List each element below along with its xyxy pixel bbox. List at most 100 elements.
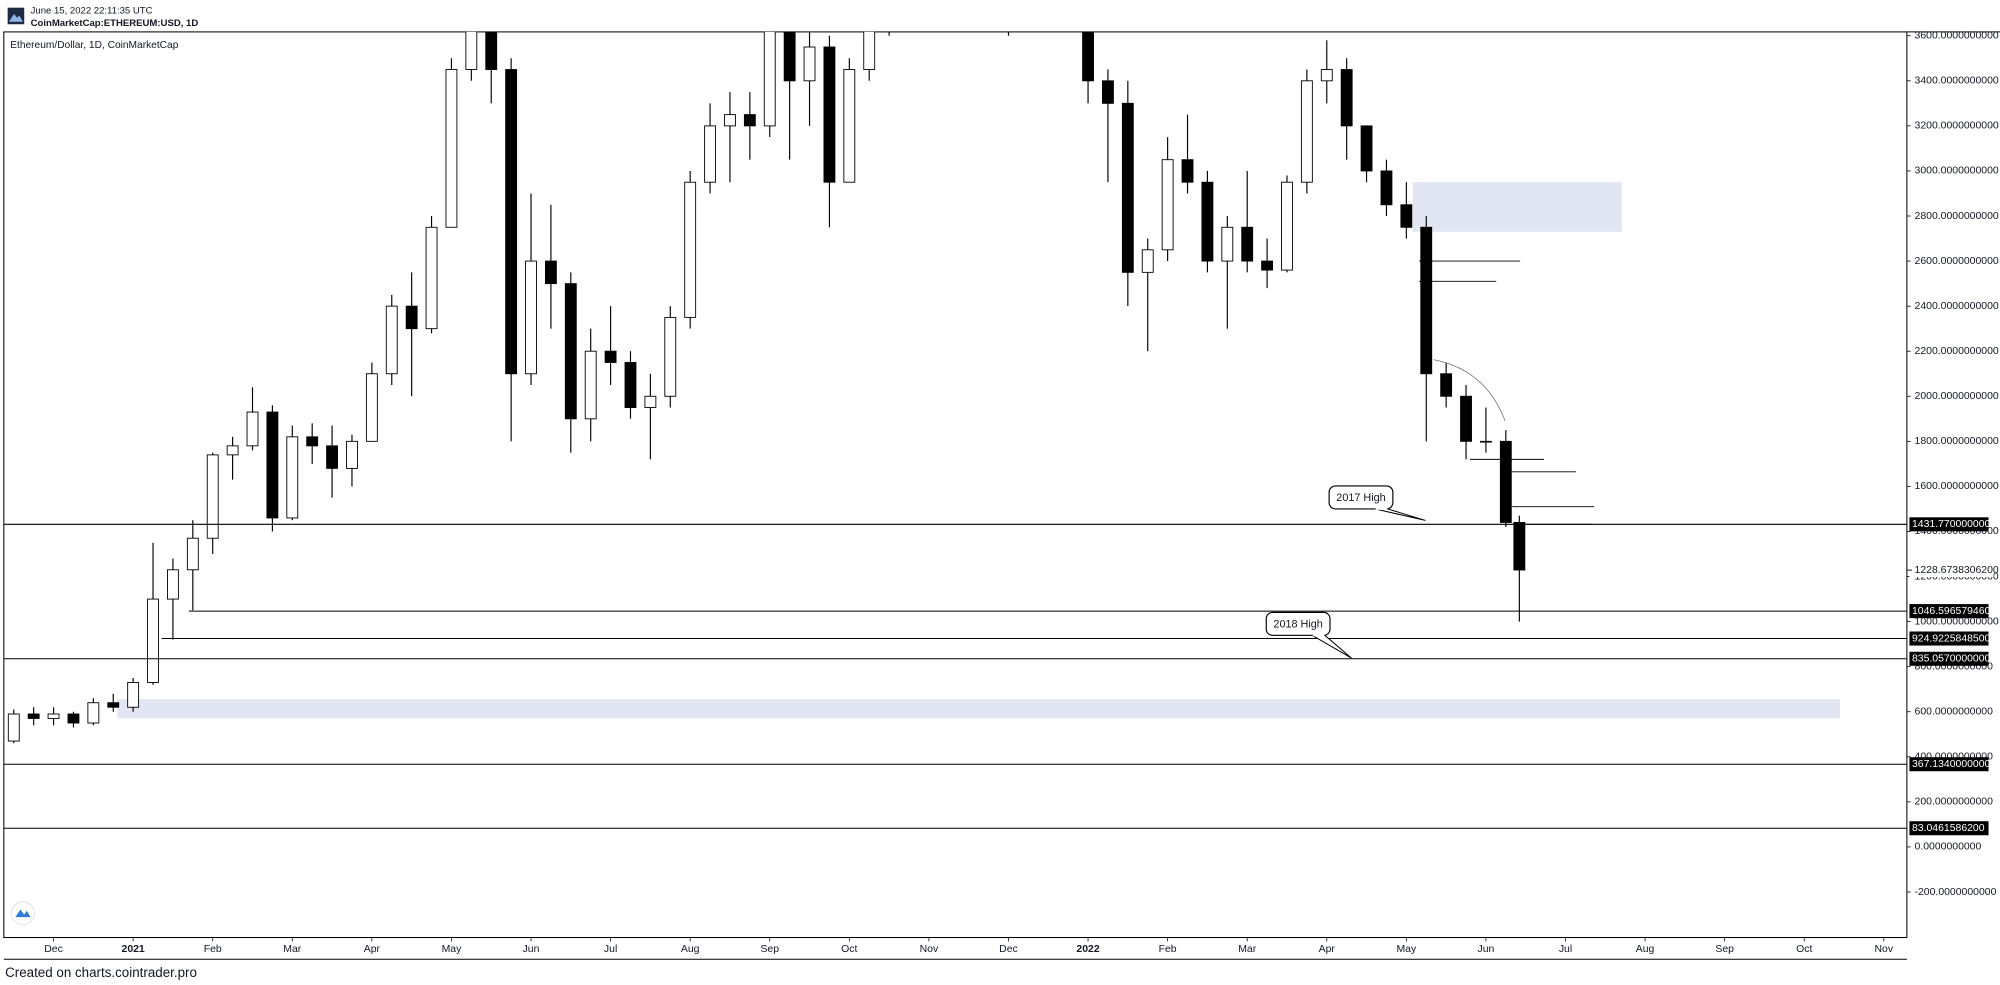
x-tick-label: May — [1396, 944, 1416, 955]
candle-body — [1440, 373, 1453, 397]
candle-body — [167, 569, 179, 600]
x-tick-label: Sep — [1715, 944, 1734, 955]
candle-body — [1161, 159, 1174, 251]
candle-body — [863, 31, 876, 70]
candle-body — [286, 436, 299, 519]
candle-body — [87, 702, 100, 724]
candle-body — [246, 411, 259, 447]
callout-box — [1265, 611, 1331, 636]
candle-body — [1320, 69, 1333, 82]
candle-body — [326, 445, 338, 469]
candle-body — [147, 598, 159, 683]
callout-text: 2017 High — [1336, 492, 1385, 504]
candle-body — [1380, 170, 1393, 206]
callout-joint — [1312, 633, 1325, 637]
x-tick-label: Aug — [1636, 944, 1655, 955]
y-tick-label: 200.0000000000 — [1915, 797, 1994, 808]
x-tick-label: Nov — [920, 944, 939, 955]
candle-body — [803, 46, 816, 82]
y-tick-label: 0.0000000000 — [1915, 842, 1982, 853]
candle-body — [67, 713, 80, 724]
candle-body — [465, 31, 478, 70]
candle-body — [1241, 226, 1254, 262]
y-tick-label: 3600.0000000000 — [1915, 31, 1999, 42]
header-symbol: CoinMarketCap:ETHEREUM:USD, 1D — [31, 18, 199, 29]
x-tick-label: Aug — [681, 944, 700, 955]
plot — [3, 0, 1907, 829]
candle-body — [1082, 31, 1094, 82]
y-tick-label: 1000.0000000000 — [1915, 616, 1999, 627]
candle-body — [1480, 440, 1492, 443]
candle-body — [1460, 395, 1472, 442]
x-tick-label: Nov — [1875, 944, 1894, 955]
app-logo — [11, 901, 35, 926]
candle-body — [843, 69, 856, 183]
x-tick-label: Sep — [760, 944, 779, 955]
x-tick-label: Oct — [841, 944, 857, 955]
candle-body — [704, 125, 716, 183]
y-tick-label: 3000.0000000000 — [1915, 166, 1999, 177]
candle-body — [1300, 80, 1313, 183]
candle-body — [1181, 159, 1194, 183]
candle-body — [1340, 69, 1353, 127]
candle-body — [724, 114, 736, 127]
y-tick-label: 2800.0000000000 — [1915, 211, 1999, 222]
candle-body — [743, 114, 756, 127]
x-tick-label: Jun — [1478, 944, 1495, 955]
level-price-label: 367.1340000000 — [1912, 759, 1991, 770]
level-price-box — [1909, 517, 1989, 532]
x-tick-label: Jul — [604, 944, 617, 955]
candle-body — [1221, 226, 1234, 262]
candle-body — [266, 411, 279, 519]
zone — [117, 699, 1841, 719]
level-price-label: 83.0461586200 — [1912, 823, 1985, 834]
candle-body — [604, 350, 617, 363]
candle-body — [1400, 204, 1413, 228]
level-price-box — [1909, 821, 1989, 836]
x-tick-label: Jun — [523, 944, 540, 955]
candle-body — [505, 69, 518, 375]
candle-body — [644, 395, 657, 408]
candle-body — [47, 713, 60, 719]
zone — [1412, 182, 1623, 232]
candle-body — [1063, 0, 1074, 2]
y-tick-label: 800.0000000000 — [1915, 661, 1994, 672]
candle-body — [306, 436, 319, 447]
last-price-box — [1909, 563, 1994, 578]
x-tick-label: Mar — [1238, 944, 1256, 955]
callout-pointer — [1374, 508, 1426, 521]
y-tick-label: 3200.0000000000 — [1915, 121, 1999, 132]
x-tick-label: Oct — [1796, 944, 1812, 955]
candle-body — [485, 31, 498, 70]
candle-body — [425, 226, 438, 330]
level-price-label: 835.0570000000 — [1912, 654, 1991, 665]
x-tick-label: Dec — [44, 944, 63, 955]
last-price-label: 1228.6738306200 — [1915, 565, 1999, 576]
candle-body — [684, 181, 697, 318]
candle-body — [7, 713, 20, 742]
candle-body — [624, 362, 637, 408]
y-tick-label: 2200.0000000000 — [1915, 346, 1999, 357]
candle-body — [544, 260, 557, 285]
candle-body — [1201, 181, 1214, 262]
y-tick-label: 1800.0000000000 — [1915, 436, 1999, 447]
candle-body — [127, 682, 140, 708]
x-tick-label: Dec — [999, 944, 1018, 955]
level-price-label: 1046.5965794600 — [1912, 606, 1996, 617]
y-tick-label: -200.0000000000 — [1915, 887, 1997, 898]
callout-box — [1328, 485, 1394, 510]
candle-body — [405, 305, 418, 330]
candle-body — [884, 0, 895, 24]
y-tick-label: 1600.0000000000 — [1915, 481, 1999, 492]
chart-title: Ethereum/Dollar, 1D, CoinMarketCap — [10, 40, 178, 51]
x-tick-label: Mar — [283, 944, 301, 955]
x-tick-label: Apr — [364, 944, 381, 955]
level-price-box — [1909, 757, 1989, 772]
y-tick-label: 2600.0000000000 — [1915, 256, 1999, 267]
y-tick-label: 2400.0000000000 — [1915, 301, 1999, 312]
header-date: June 15, 2022 22:11:35 UTC — [31, 5, 153, 16]
level-price-label: 1431.7700000000 — [1912, 519, 1996, 530]
x-tick-label: Apr — [1319, 944, 1336, 955]
x-tick-label: Feb — [1159, 944, 1177, 955]
